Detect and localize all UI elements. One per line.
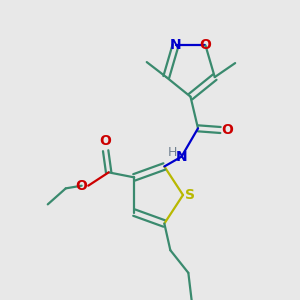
Text: O: O	[76, 179, 88, 193]
Text: N: N	[170, 38, 181, 52]
Text: O: O	[200, 38, 211, 52]
Text: N: N	[176, 150, 187, 164]
Text: O: O	[221, 123, 233, 137]
Text: O: O	[100, 134, 112, 148]
Text: S: S	[184, 188, 195, 202]
Text: H: H	[168, 146, 177, 159]
